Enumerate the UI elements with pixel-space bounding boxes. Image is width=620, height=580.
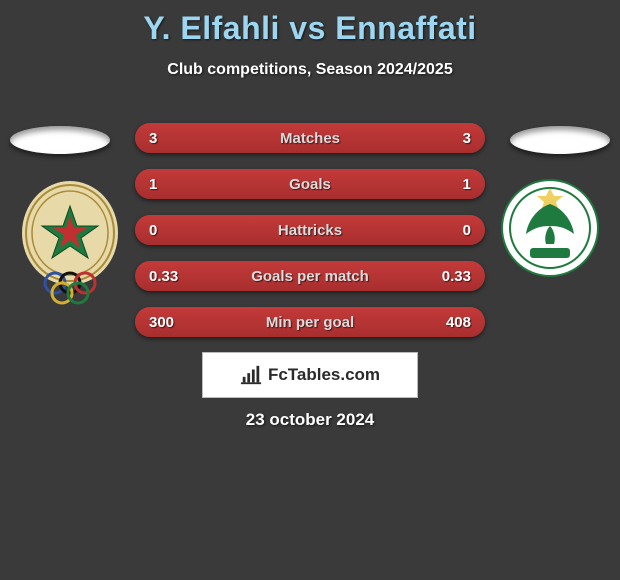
footer-date: 23 october 2024 bbox=[0, 410, 620, 430]
stat-label: Hattricks bbox=[278, 222, 342, 239]
subtitle: Club competitions, Season 2024/2025 bbox=[0, 61, 620, 79]
team-crest-right bbox=[500, 178, 600, 278]
brand-link[interactable]: FcTables.com bbox=[202, 352, 418, 398]
stat-right-value: 408 bbox=[446, 314, 471, 331]
stat-left-value: 3 bbox=[149, 130, 157, 147]
player-silhouette-left bbox=[10, 126, 110, 154]
stat-right-value: 0 bbox=[463, 222, 471, 239]
brand-text: FcTables.com bbox=[268, 365, 380, 385]
bar-chart-icon bbox=[240, 364, 262, 386]
raja-club-crest-icon bbox=[500, 178, 600, 278]
stat-left-value: 300 bbox=[149, 314, 174, 331]
page-title: Y. Elfahli vs Ennaffati bbox=[0, 0, 620, 47]
stat-left-value: 1 bbox=[149, 176, 157, 193]
stat-label: Min per goal bbox=[266, 314, 354, 331]
stat-left-value: 0.33 bbox=[149, 268, 178, 285]
far-rabat-crest-icon bbox=[20, 178, 120, 308]
stat-right-value: 1 bbox=[463, 176, 471, 193]
stat-row-goals-per-match: 0.33 Goals per match 0.33 bbox=[135, 261, 485, 291]
stat-label: Goals per match bbox=[251, 268, 369, 285]
stats-panel: 3 Matches 3 1 Goals 1 0 Hattricks 0 0.33… bbox=[135, 123, 485, 353]
team-crest-left bbox=[20, 178, 120, 308]
player-silhouette-right bbox=[510, 126, 610, 154]
stat-row-min-per-goal: 300 Min per goal 408 bbox=[135, 307, 485, 337]
stat-right-value: 3 bbox=[463, 130, 471, 147]
stat-row-matches: 3 Matches 3 bbox=[135, 123, 485, 153]
stat-label: Matches bbox=[280, 130, 340, 147]
stat-left-value: 0 bbox=[149, 222, 157, 239]
comparison-card: Y. Elfahli vs Ennaffati Club competition… bbox=[0, 0, 620, 580]
stat-label: Goals bbox=[289, 176, 331, 193]
stat-row-goals: 1 Goals 1 bbox=[135, 169, 485, 199]
stat-right-value: 0.33 bbox=[442, 268, 471, 285]
stat-row-hattricks: 0 Hattricks 0 bbox=[135, 215, 485, 245]
